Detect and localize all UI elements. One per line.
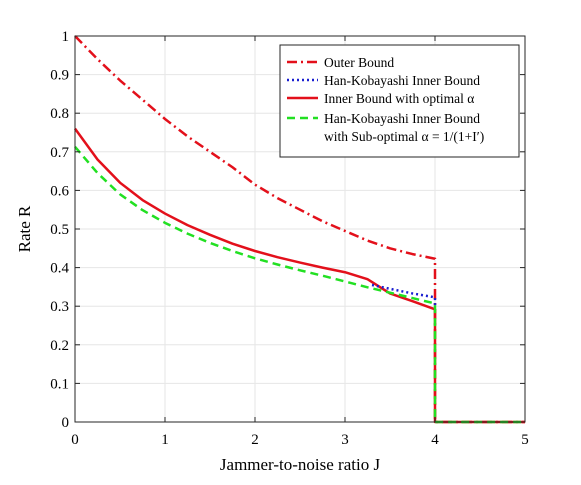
y-tick-label: 0.9 <box>50 68 69 84</box>
legend-label-outer-bound: Outer Bound <box>324 55 394 70</box>
legend-label-han-kobayashi: Han-Kobayashi Inner Bound <box>324 73 480 88</box>
y-tick-label: 0.2 <box>50 338 69 354</box>
series-layer <box>73 35 525 424</box>
y-tick-label: 0 <box>62 415 70 431</box>
tick-layer: 0 1 2 3 4 5 0 0.1 0.2 0.3 0.4 0.5 0.6 0.7 0.8 0.9 1 <box>50 29 529 448</box>
y-tick-label: 0.8 <box>50 106 69 122</box>
x-tick-label: 2 <box>251 432 259 448</box>
y-tick-label: 0.5 <box>50 222 69 238</box>
y-tick-label: 1 <box>62 29 70 45</box>
y-tick-label: 0.3 <box>50 299 69 315</box>
x-tick-label: 5 <box>521 432 529 448</box>
x-tick-label: 1 <box>161 432 169 448</box>
legend-label-han-kobayashi-suboptimal-line1: Han-Kobayashi Inner Bound <box>324 111 480 126</box>
y-tick-label: 0.4 <box>50 261 69 277</box>
legend-label-inner-bound-optimal: Inner Bound with optimal α <box>324 91 474 106</box>
y-axis-label: Rate R <box>15 205 34 252</box>
x-axis-label: Jammer-to-noise ratio J <box>220 455 381 474</box>
series-han-kobayashi-suboptimal <box>74 145 525 424</box>
x-tick-label: 3 <box>341 432 349 448</box>
series-inner-bound-optimal <box>73 127 525 424</box>
x-tick-label: 0 <box>71 432 79 448</box>
legend: Outer Bound Han-Kobayashi Inner Bound In… <box>279 44 520 158</box>
y-tick-label: 0.1 <box>50 376 69 392</box>
series-outer-bound <box>74 35 525 424</box>
legend-label-han-kobayashi-suboptimal-line2: with Sub-optimal α = 1/(1+I′) <box>324 129 484 144</box>
series-han-kobayashi <box>371 283 437 307</box>
y-tick-label: 0.7 <box>50 145 69 161</box>
legend-box <box>279 44 520 158</box>
y-tick-label: 0.6 <box>50 183 69 199</box>
x-tick-label: 4 <box>431 432 439 448</box>
